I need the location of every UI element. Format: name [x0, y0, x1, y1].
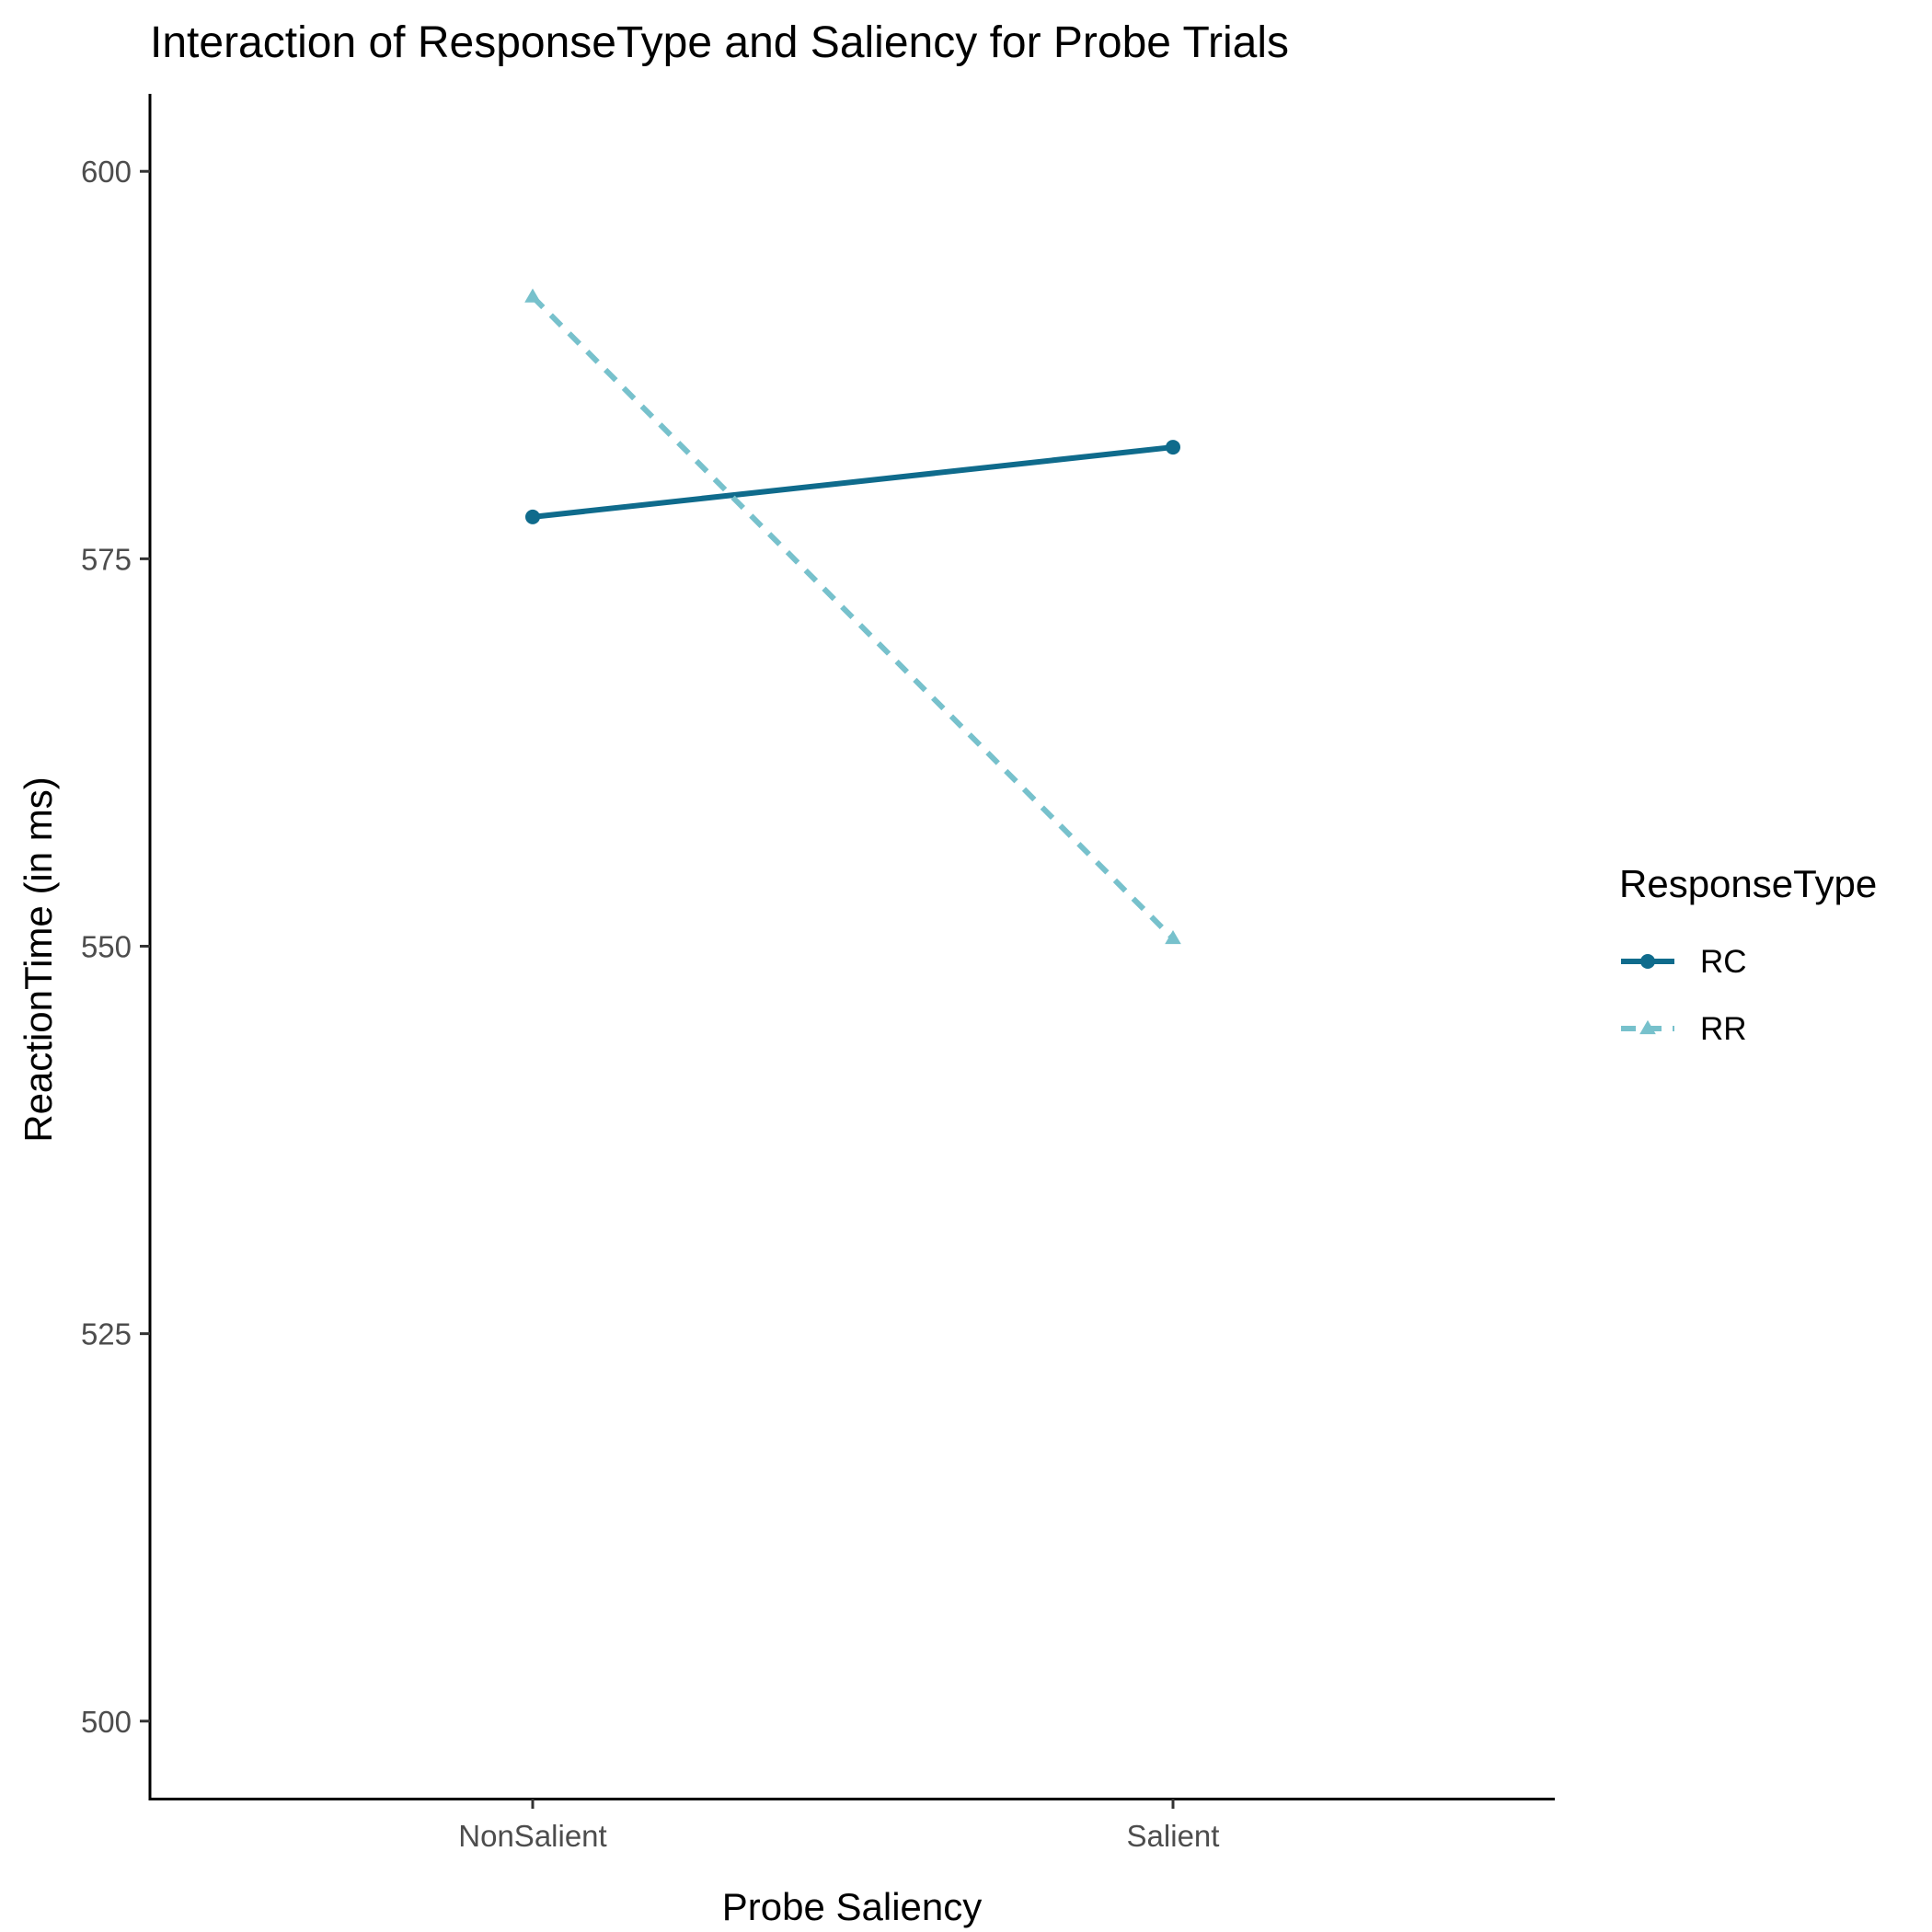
x-axis-title: Probe Saliency	[722, 1885, 983, 1928]
y-tick-label: 575	[81, 542, 132, 576]
y-tick-label: 500	[81, 1705, 132, 1739]
data-point-rr	[524, 288, 541, 303]
series-line-rc	[532, 444, 1174, 520]
y-axis-ticks: 500 525 550 575 600	[81, 155, 150, 1739]
data-point-rc	[1166, 440, 1180, 455]
legend-title: ResponseType	[1619, 862, 1877, 905]
chart-title: Interaction of ResponseType and Saliency…	[150, 18, 1289, 67]
legend-label: RR	[1700, 1011, 1747, 1047]
series-line-rr	[530, 294, 1176, 941]
data-point-rc	[525, 509, 540, 524]
y-tick-label: 550	[81, 930, 132, 964]
legend-key-marker	[1639, 1019, 1656, 1035]
series-rc	[525, 440, 1180, 524]
legend: ResponseType RC RR	[1619, 862, 1877, 1047]
plot-area	[524, 288, 1181, 945]
x-axis-ticks: NonSalient Salient	[458, 1799, 1219, 1853]
y-tick-label: 600	[81, 155, 132, 189]
legend-key-marker	[1640, 954, 1655, 969]
data-point-rr	[1165, 929, 1181, 945]
x-tick-label: Salient	[1127, 1819, 1220, 1853]
y-axis-title: ReactionTime (in ms)	[17, 776, 60, 1143]
legend-label: RC	[1700, 944, 1747, 980]
legend-item-rc: RC	[1621, 944, 1747, 980]
series-rr	[524, 288, 1181, 945]
legend-item-rr: RR	[1621, 1011, 1747, 1047]
x-tick-label: NonSalient	[458, 1819, 606, 1853]
y-tick-label: 525	[81, 1317, 132, 1351]
